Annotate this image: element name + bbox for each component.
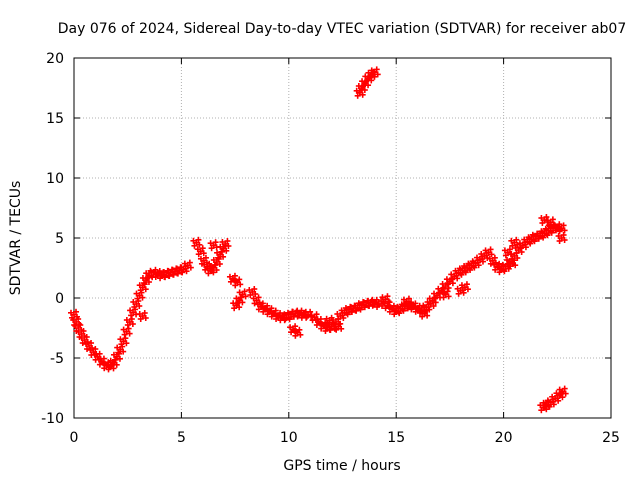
data-point — [91, 350, 104, 363]
data-point — [236, 288, 249, 301]
x-tick-label: 25 — [602, 430, 620, 446]
data-point — [556, 385, 569, 398]
data-point — [70, 316, 83, 328]
data-point — [439, 288, 452, 301]
data-point — [291, 326, 304, 339]
data-point — [123, 316, 136, 328]
x-tick-label: 0 — [70, 430, 79, 446]
data-point — [130, 298, 143, 310]
x-tick-label: 20 — [495, 430, 513, 446]
data-point — [458, 281, 471, 294]
data-point — [190, 236, 203, 249]
y-tick-label: 0 — [55, 291, 64, 307]
data-point — [207, 239, 220, 252]
data-point — [197, 254, 210, 267]
data-point — [486, 254, 499, 267]
y-tick-label: 15 — [46, 111, 64, 127]
ticks-layer: 0 5 10 15 20 25 -10 -5 0 5 10 15 20 — [41, 51, 620, 446]
data-point — [246, 286, 259, 298]
y-tick-label: -5 — [50, 351, 64, 367]
y-tick-label: 20 — [46, 51, 64, 67]
data-point — [230, 299, 243, 312]
data-point — [117, 335, 130, 348]
x-axis-label: GPS time / hours — [283, 458, 400, 474]
data-point — [482, 246, 495, 259]
data-point — [133, 289, 146, 302]
y-tick-label: 10 — [46, 171, 64, 187]
data-point — [136, 310, 149, 322]
data-point — [506, 257, 519, 270]
data-point — [114, 343, 127, 356]
data-point — [332, 320, 345, 333]
chart-title: Day 076 of 2024, Sidereal Day-to-day VTE… — [58, 21, 627, 37]
data-point — [219, 238, 232, 250]
data-point — [231, 276, 244, 289]
data-point — [555, 232, 568, 244]
data-point — [555, 222, 568, 235]
x-tick-label: 10 — [280, 430, 298, 446]
points-layer — [68, 66, 569, 414]
y-tick-label: -10 — [41, 411, 64, 427]
data-point — [400, 295, 413, 308]
data-point — [127, 306, 140, 319]
data-point — [508, 236, 521, 249]
data-point — [120, 325, 133, 338]
data-point — [418, 307, 431, 320]
x-tick-label: 5 — [177, 430, 186, 446]
y-axis-label: SDTVAR / TECUs — [8, 181, 24, 296]
data-point — [379, 293, 392, 306]
grid-layer — [74, 58, 611, 418]
data-point — [368, 66, 381, 79]
data-point — [194, 245, 207, 258]
data-point — [181, 259, 194, 272]
data-point — [544, 216, 557, 229]
data-point — [501, 246, 514, 259]
y-tick-label: 5 — [55, 231, 64, 247]
x-tick-label: 15 — [387, 430, 405, 446]
